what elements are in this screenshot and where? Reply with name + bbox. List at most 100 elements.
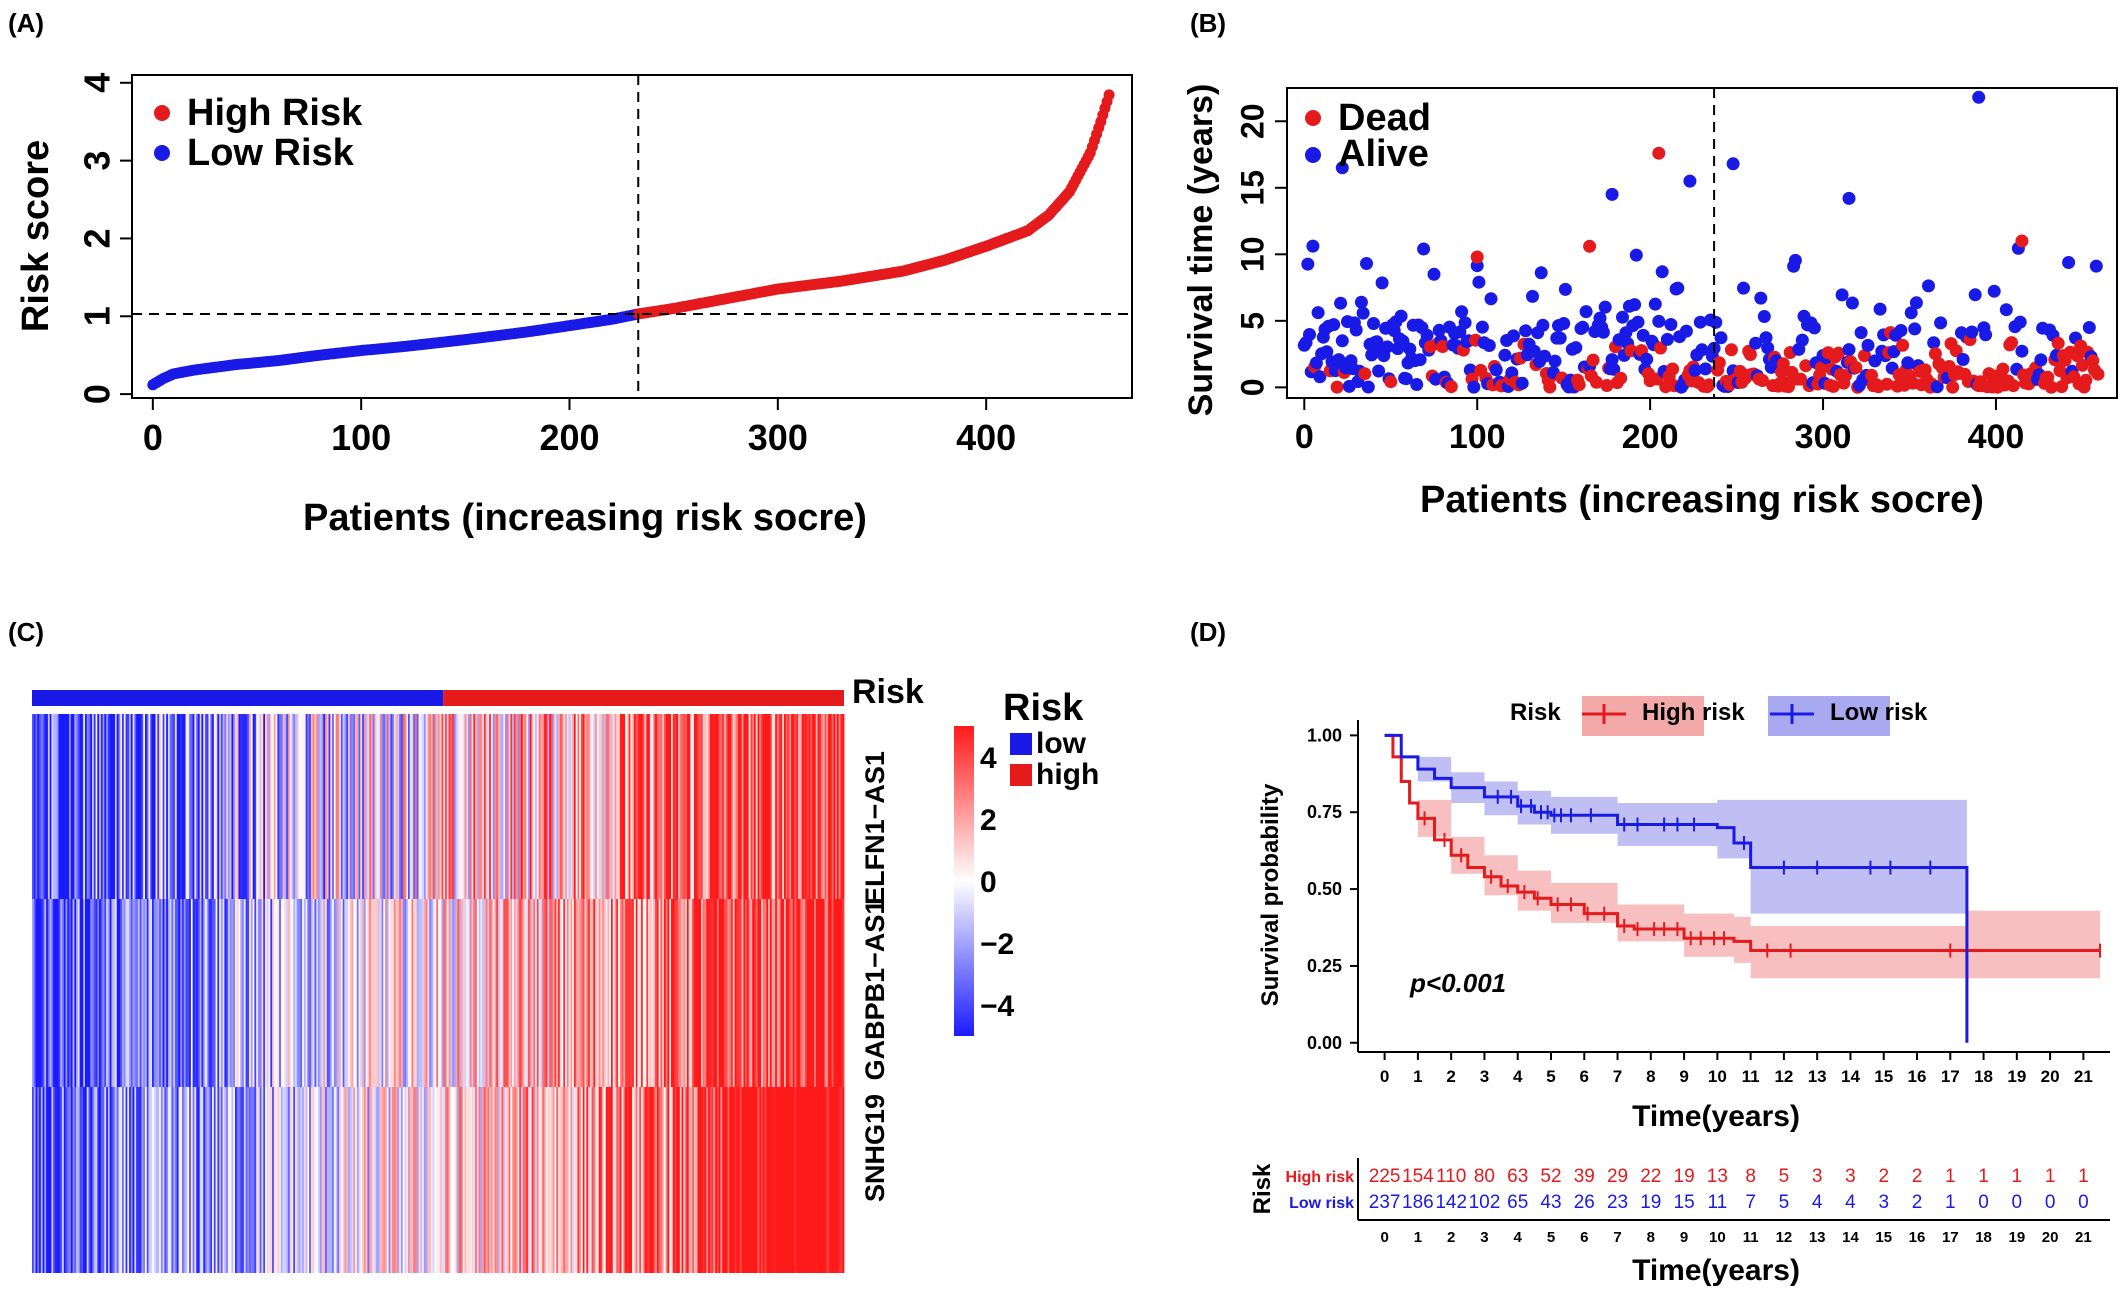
panel-c-heatmap-cell [674, 1087, 677, 1273]
panel-c-heatmap-cell [270, 1087, 273, 1273]
panel-c-heatmap-cell [321, 899, 324, 1087]
panel-c-heatmap-cell [821, 1087, 824, 1273]
panel-b-points [1297, 90, 2105, 394]
panel-c-heatmap-cell [515, 1087, 518, 1273]
panel-d-risk-count: 0 [2045, 1192, 2056, 1213]
panel-c-heatmap-cell [49, 1087, 52, 1273]
panel-c-heatmap-cell [619, 899, 622, 1087]
panel-c-heatmap-cell [259, 1087, 262, 1273]
panel-d-legend-low-label: Low risk [1830, 699, 1928, 726]
panel-b-point [1600, 379, 1614, 392]
panel-c-heatmap-cell [51, 899, 54, 1087]
panel-d-risk-count: 2 [1878, 1166, 1889, 1187]
panel-c-heatmap-cell [550, 899, 554, 1087]
panel-c-heatmap-cell [535, 899, 538, 1087]
panel-c-heatmap-cell [667, 899, 670, 1087]
panel-c-heatmap-cell [67, 714, 70, 899]
panel-c-heatmap-cell [734, 714, 737, 899]
panel-c-heatmap-cell [741, 1087, 744, 1273]
panel-b-point [1548, 354, 1562, 368]
panel-c-heatmap-cell [254, 1087, 257, 1273]
panel-c-heatmap-cell [132, 714, 135, 899]
panel-c-heatmap-cell [167, 714, 171, 899]
panel-d-risk-count: 19 [1674, 1166, 1695, 1187]
panel-c-heatmap-cell [616, 899, 619, 1087]
panel-c-heatmap-cell [612, 1087, 615, 1273]
panel-c-heatmap-cell [169, 714, 172, 899]
panel-b-point [1835, 288, 1849, 302]
panel-c-heatmap-cell [582, 714, 585, 899]
panel-c-heatmap-cell [528, 899, 531, 1087]
panel-c-heatmap-cell [118, 1087, 121, 1273]
panel-c-heatmap-cell [498, 899, 501, 1087]
panel-c-heatmap-cell [199, 899, 202, 1087]
panel-c-heatmap-cell [605, 714, 608, 899]
panel-c-heatmap-cell [736, 899, 739, 1087]
panel-b-point [1301, 257, 1315, 271]
panel-c-heatmap-cell [190, 714, 194, 899]
panel-c-heatmap-cell [794, 899, 797, 1087]
panel-c-heatmap-cell [423, 899, 427, 1087]
panel-c-heatmap-cell [588, 899, 591, 1087]
panel-c-heatmap-cell [291, 1087, 294, 1273]
panel-d-y-ticks: 0.000.250.500.751.00 [1307, 725, 1358, 1053]
panel-c-heatmap-cell [635, 714, 638, 899]
panel-b-y-tick-label: 20 [1234, 103, 1270, 139]
panel-c-heatmap-cell [806, 714, 810, 899]
panel-c-heatmap-cell [259, 714, 262, 899]
panel-c-heatmap-cell [529, 1087, 532, 1273]
panel-c-heatmap-cell [459, 899, 462, 1087]
panel-c-heatmap-cell [478, 899, 481, 1087]
panel-c-heatmap-cell [625, 899, 628, 1087]
panel-c-heatmap-cell [210, 1087, 213, 1273]
panel-c-heatmap-cell [616, 1087, 619, 1273]
panel-c-heatmap-cell [628, 1087, 631, 1273]
panel-c-heatmap-cell [648, 899, 651, 1087]
panel-c-heatmap-cell [452, 714, 455, 899]
panel-c-heatmap-cell [99, 1087, 102, 1273]
panel-b-point [1605, 353, 1619, 367]
panel-c-heatmap-cell [568, 714, 571, 899]
panel-c-heatmap-cell [550, 1087, 554, 1273]
panel-c-heatmap-cell [498, 714, 501, 899]
panel-c-heatmap-cell [187, 714, 190, 899]
panel-c-heatmap-cell [422, 1087, 425, 1273]
panel-c-annotation-label: Risk [852, 673, 924, 711]
panel-c-heatmap-cell [815, 714, 818, 899]
panel-c-heatmap-cell [796, 714, 799, 899]
panel-c-heatmap-cell [794, 1087, 797, 1273]
panel-c-heatmap-cell [39, 714, 42, 899]
panel-d-risk-count: 43 [1540, 1192, 1561, 1213]
panel-c-heatmap-cell [709, 714, 713, 899]
panel-c-heatmap-cell [379, 1087, 382, 1273]
panel-c-heatmap-cell [215, 899, 218, 1087]
panel-c-heatmap-cell [752, 1087, 755, 1273]
panel-c-heatmap-cell [602, 1087, 605, 1273]
panel-c-heatmap-cell [542, 1087, 545, 1273]
panel-b-point [1586, 353, 1600, 367]
panel-c-heatmap-cell [618, 714, 621, 899]
panel-c-heatmap-cell [252, 714, 255, 899]
panel-c-heatmap-cell [708, 714, 711, 899]
panel-b-point [1330, 380, 1344, 394]
panel-c-heatmap-cell [298, 1087, 301, 1273]
panel-c-heatmap-cell [287, 714, 291, 899]
panel-d-km-plot [1384, 733, 2102, 1043]
panel-c-heatmap-cell [272, 714, 275, 899]
panel-c-heatmap-cell [206, 714, 209, 899]
panel-c-heatmap-cell [817, 899, 820, 1087]
panel-c-heatmap-cell [607, 1087, 610, 1273]
panel-c-heatmap-cell [44, 714, 47, 899]
panel-c-heatmap-cell [67, 1087, 70, 1273]
panel-d-risk-count: 225 [1369, 1166, 1401, 1187]
panel-c-heatmap-cell [445, 714, 448, 899]
panel-c-heatmap-cell [720, 1087, 723, 1273]
panel-c-heatmap-cell [340, 714, 344, 899]
panel-c-heatmap-cell [496, 899, 499, 1087]
panel-c-heatmap-cell [88, 899, 91, 1087]
panel-c-heatmap-cell [90, 1087, 93, 1273]
panel-c-heatmap-cell [282, 1087, 285, 1273]
panel-c-heatmap-cell [584, 899, 587, 1087]
panel-b-point [1946, 380, 1960, 394]
panel-b-point [1569, 341, 1583, 355]
